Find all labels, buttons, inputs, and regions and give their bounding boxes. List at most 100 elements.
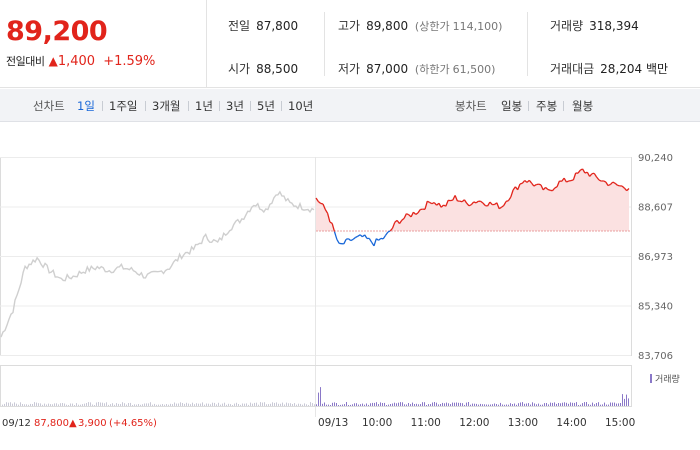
chart-period-tabs: 선차트 1일 1주일 3개월 1년 3년 5년 10년 봉차트 일봉 주봉 월봉 xyxy=(0,89,700,122)
today-line-segment xyxy=(331,223,336,232)
volume-bar xyxy=(614,402,615,406)
today-line-segment xyxy=(556,180,561,187)
x-tick-label: 14:00 xyxy=(556,417,586,429)
volume-bar xyxy=(414,404,415,406)
volume-bar xyxy=(78,404,79,406)
volume-bar xyxy=(328,404,329,406)
tab-1day[interactable]: 1일 xyxy=(77,99,95,113)
volume-bar xyxy=(318,392,319,406)
today-line-segment xyxy=(403,213,407,219)
volume-bar xyxy=(510,403,511,406)
volume-bar xyxy=(428,404,429,406)
volume-bar xyxy=(156,404,157,406)
volume-bar xyxy=(322,403,323,406)
volume-bar xyxy=(290,403,291,406)
volume-bar xyxy=(588,404,589,406)
volume-bar xyxy=(440,404,441,406)
volume-bar xyxy=(452,402,453,406)
today-line-segment xyxy=(324,209,329,214)
volume-bar xyxy=(172,404,173,406)
today-line-segment xyxy=(429,201,433,205)
volume-bar xyxy=(568,403,569,406)
x-axis: 10:00 11:00 12:00 13:00 14:00 15:00 xyxy=(362,417,635,429)
today-line-segment xyxy=(570,179,574,182)
today-line-segment xyxy=(603,180,607,183)
volume-bar xyxy=(352,404,353,406)
volume-bar xyxy=(190,404,191,406)
today-line-segment xyxy=(450,199,453,202)
volume-bar xyxy=(60,403,61,406)
today-line-segment xyxy=(368,238,373,243)
today-line-segment xyxy=(524,179,528,183)
volume-bar xyxy=(112,403,113,406)
volume-bar xyxy=(590,404,591,406)
volume-bar xyxy=(398,402,399,406)
volume-bar xyxy=(390,404,391,406)
volume-bar xyxy=(128,403,129,406)
volume-legend: 거래량 xyxy=(655,373,680,385)
today-line-segment xyxy=(591,172,595,175)
volume-bar xyxy=(320,387,321,406)
tab-3month[interactable]: 3개월 xyxy=(152,99,181,113)
volume-bar xyxy=(342,404,343,406)
volume-bar xyxy=(330,405,331,406)
volume-bar xyxy=(194,404,195,406)
price-chart-svg[interactable]: 90,240 88,607 86,973 85,340 83,706 거래량 1… xyxy=(0,122,700,450)
tab-3year[interactable]: 3년 xyxy=(226,99,244,113)
volume-bar xyxy=(204,404,205,406)
volume-bar xyxy=(70,403,71,406)
volume-bar xyxy=(368,404,369,406)
volume-bar xyxy=(348,405,349,406)
candle-chart-label: 봉차트 xyxy=(455,99,487,113)
today-line-segment xyxy=(410,211,414,218)
volume-bar xyxy=(548,404,549,406)
volume-bar xyxy=(538,403,539,406)
tab-1week[interactable]: 1주일 xyxy=(109,99,138,113)
volume-bar xyxy=(480,403,481,406)
today-line-segment xyxy=(554,186,558,189)
volume-bar xyxy=(466,402,467,406)
today-line-segment xyxy=(343,239,347,245)
volume-bar xyxy=(336,403,337,406)
stat-unit: 백만 xyxy=(646,62,669,76)
tab-weekly-candle[interactable]: 주봉 xyxy=(536,99,558,113)
volume-bar xyxy=(238,404,239,406)
volume-bar xyxy=(508,404,509,406)
volume-bar xyxy=(148,403,149,406)
y-tick-label: 88,607 xyxy=(638,203,673,214)
volume-bar xyxy=(438,404,439,406)
volume-bar xyxy=(228,403,229,406)
volume-bar xyxy=(400,402,401,406)
tab-10year[interactable]: 10년 xyxy=(288,99,314,113)
prev-date: 09/12 xyxy=(2,418,31,429)
tab-daily-candle[interactable]: 일봉 xyxy=(501,99,523,113)
volume-bar xyxy=(580,404,581,406)
volume-bar xyxy=(578,405,579,406)
price-chart[interactable]: 90,240 88,607 86,973 85,340 83,706 거래량 1… xyxy=(0,122,700,450)
volume-bar xyxy=(200,403,201,406)
volume-bar xyxy=(544,403,545,406)
today-line-segment xyxy=(536,183,539,186)
volume-bar xyxy=(628,398,629,406)
y-tick-label: 90,240 xyxy=(638,153,673,164)
volume-bar xyxy=(76,403,77,406)
volume-bar xyxy=(378,404,379,406)
divider xyxy=(563,101,564,111)
volume-bar xyxy=(518,403,519,406)
volume-bar xyxy=(14,402,15,406)
volume-frame xyxy=(0,365,632,407)
volume-bar xyxy=(208,403,209,406)
volume-bar xyxy=(620,403,621,406)
volume-bar xyxy=(280,403,281,406)
volume-bar xyxy=(358,404,359,406)
volume-bar xyxy=(360,404,361,406)
volume-bar xyxy=(46,404,47,406)
tab-5year[interactable]: 5년 xyxy=(257,99,275,113)
stat-value: 87,800 xyxy=(256,19,299,33)
today-line-segment xyxy=(329,221,333,224)
volume-bar xyxy=(396,403,397,406)
volume-bars xyxy=(2,387,629,406)
tab-monthly-candle[interactable]: 월봉 xyxy=(572,99,594,113)
tab-1year[interactable]: 1년 xyxy=(195,99,213,113)
today-line-segment xyxy=(440,204,444,208)
